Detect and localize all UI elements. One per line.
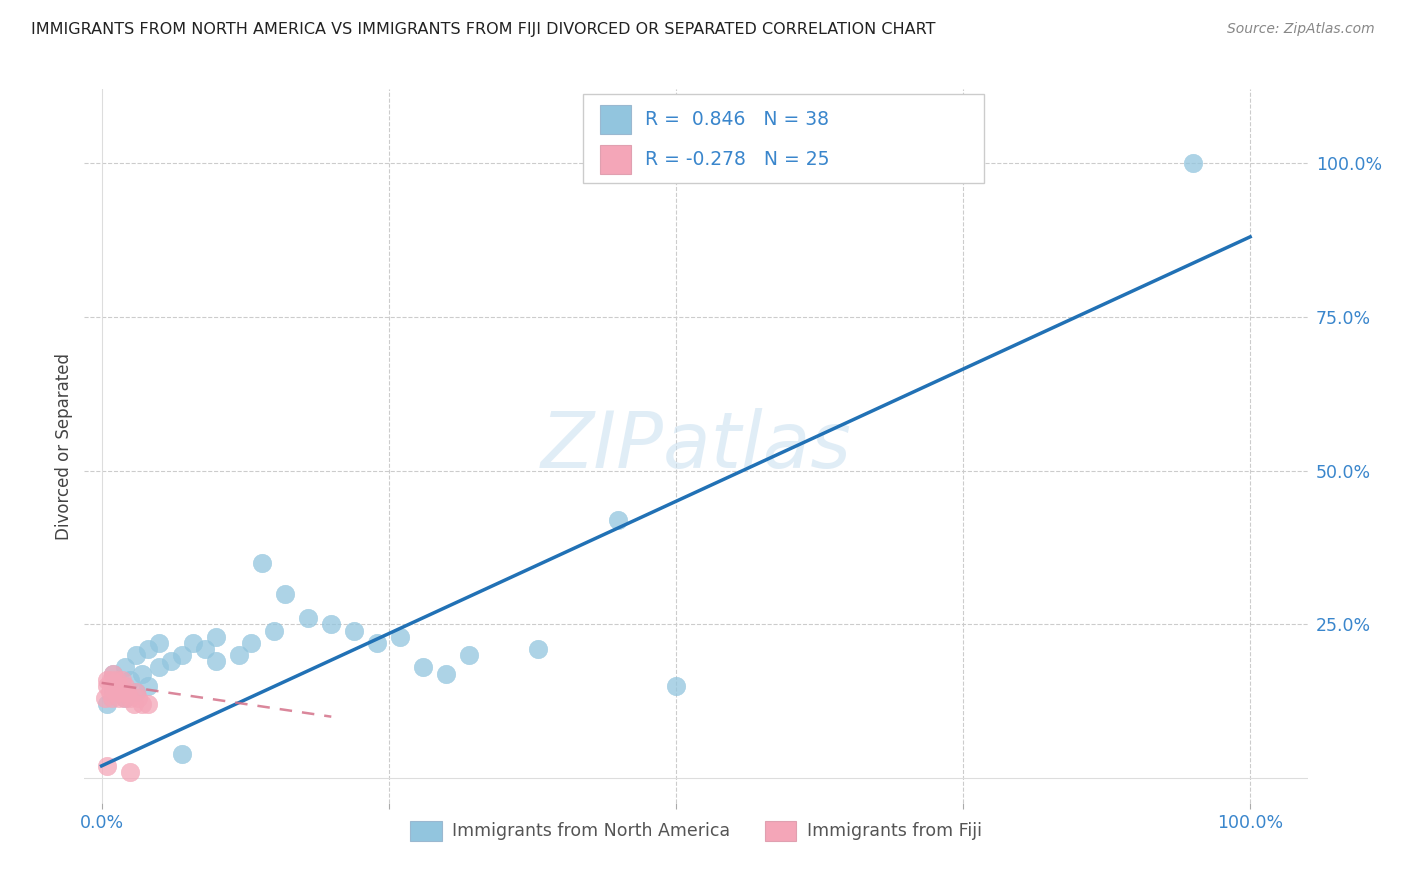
Point <box>96 759 118 773</box>
Point <box>120 691 142 706</box>
Legend: Immigrants from North America, Immigrants from Fiji: Immigrants from North America, Immigrant… <box>404 814 988 847</box>
Point <box>252 556 274 570</box>
Point <box>108 679 131 693</box>
Point <box>343 624 366 638</box>
Point <box>170 648 193 662</box>
Point <box>122 698 145 712</box>
Point <box>297 611 319 625</box>
Point <box>159 654 181 668</box>
Point <box>527 642 550 657</box>
Point <box>114 691 136 706</box>
Point <box>148 636 170 650</box>
Point <box>434 666 457 681</box>
Point <box>125 685 148 699</box>
Point <box>665 679 688 693</box>
Point <box>120 673 142 687</box>
Point <box>148 660 170 674</box>
Point <box>239 636 262 650</box>
Point <box>110 685 132 699</box>
Text: ZIPatlas: ZIPatlas <box>540 408 852 484</box>
Point <box>131 666 153 681</box>
Text: Source: ZipAtlas.com: Source: ZipAtlas.com <box>1227 22 1375 37</box>
Point <box>115 685 138 699</box>
Point <box>114 679 136 693</box>
Point <box>108 691 131 706</box>
Point <box>274 587 297 601</box>
Point <box>101 666 124 681</box>
Point <box>228 648 250 662</box>
Point <box>100 673 122 687</box>
Point <box>125 648 148 662</box>
Point <box>101 679 124 693</box>
Point <box>125 685 148 699</box>
Point <box>131 698 153 712</box>
Point <box>101 691 124 706</box>
Point <box>205 654 228 668</box>
Point <box>263 624 285 638</box>
Y-axis label: Divorced or Separated: Divorced or Separated <box>55 352 73 540</box>
Point <box>101 685 124 699</box>
Point <box>120 765 142 780</box>
Point <box>170 747 193 761</box>
Point <box>1181 156 1204 170</box>
Point <box>127 691 149 706</box>
Point <box>205 630 228 644</box>
Point <box>94 691 117 706</box>
Point <box>389 630 412 644</box>
Point <box>183 636 205 650</box>
Point <box>104 685 127 699</box>
Point <box>108 679 131 693</box>
Point <box>607 513 630 527</box>
Point <box>321 617 343 632</box>
Point <box>136 698 159 712</box>
Point <box>111 673 134 687</box>
Point <box>114 660 136 674</box>
Text: IMMIGRANTS FROM NORTH AMERICA VS IMMIGRANTS FROM FIJI DIVORCED OR SEPARATED CORR: IMMIGRANTS FROM NORTH AMERICA VS IMMIGRA… <box>31 22 935 37</box>
Point <box>366 636 388 650</box>
Point <box>101 666 124 681</box>
Point <box>458 648 481 662</box>
Point <box>96 679 118 693</box>
Point <box>136 679 159 693</box>
Point <box>96 698 118 712</box>
Point <box>412 660 434 674</box>
Point <box>194 642 217 657</box>
Point <box>98 685 121 699</box>
Point <box>96 673 118 687</box>
Point <box>136 642 159 657</box>
Point <box>105 673 128 687</box>
Text: R =  0.846   N = 38: R = 0.846 N = 38 <box>645 110 830 129</box>
Point <box>114 691 136 706</box>
Text: R = -0.278   N = 25: R = -0.278 N = 25 <box>645 150 830 169</box>
